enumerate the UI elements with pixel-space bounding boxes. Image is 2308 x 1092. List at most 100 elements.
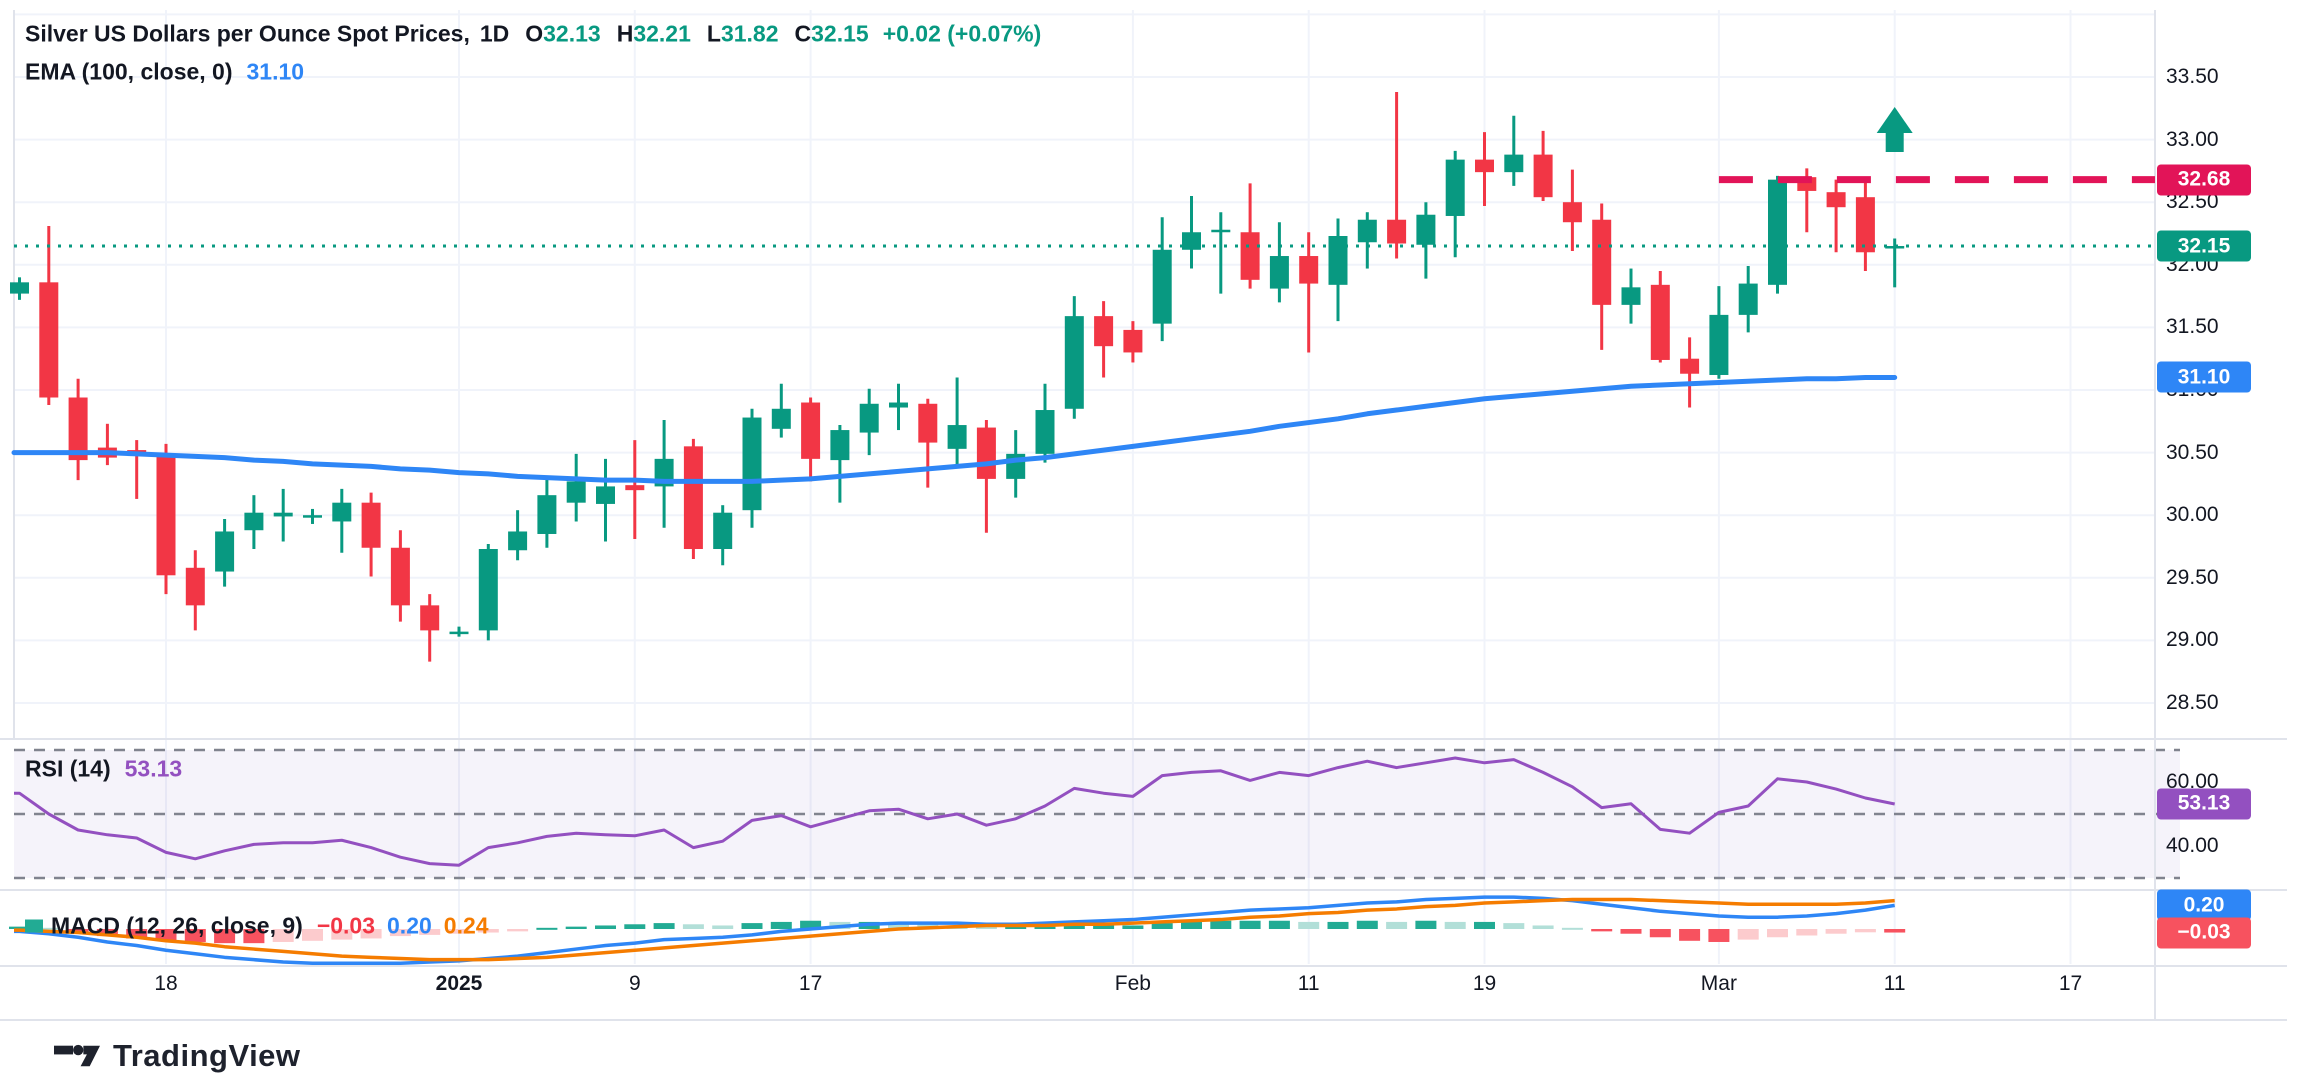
macd-histogram-bar[interactable]	[1649, 929, 1671, 938]
candle[interactable]	[1475, 132, 1494, 206]
macd-histogram-bar[interactable]	[96, 929, 118, 937]
macd-histogram-bar[interactable]	[770, 921, 792, 929]
candle[interactable]	[390, 530, 410, 622]
macd-histogram-bar[interactable]	[419, 929, 441, 935]
candle[interactable]	[771, 383, 791, 438]
macd-histogram-bar[interactable]	[1561, 927, 1583, 930]
macd-histogram-bar[interactable]	[712, 925, 734, 929]
price-axis-tick[interactable]: 32.50	[2166, 190, 2219, 214]
macd-histogram-bar[interactable]	[1474, 921, 1495, 929]
candle[interactable]	[830, 425, 850, 503]
macd-histogram-bar[interactable]	[155, 929, 177, 941]
candle[interactable]	[39, 225, 59, 406]
macd-histogram-bar[interactable]	[1005, 926, 1027, 929]
macd-histogram-bar[interactable]	[1356, 920, 1378, 929]
candle[interactable]	[801, 397, 821, 482]
candle[interactable]	[1680, 337, 1700, 408]
macd-histogram-bar[interactable]	[477, 929, 499, 933]
time-axis-tick[interactable]: Feb	[1114, 972, 1151, 995]
macd-histogram-bar[interactable]	[653, 923, 675, 929]
candle[interactable]	[566, 453, 586, 522]
macd-histogram-bar[interactable]	[1708, 929, 1730, 942]
macd-histogram-bar[interactable]	[1796, 929, 1818, 936]
macd-histogram-bar[interactable]	[1415, 920, 1437, 929]
candle[interactable]	[654, 420, 674, 528]
candle[interactable]	[1006, 430, 1026, 498]
candle[interactable]	[683, 438, 703, 560]
macd-histogram-bar[interactable]	[1386, 921, 1408, 929]
symbol-legend[interactable]: Silver US Dollars per Ounce Spot Prices,…	[25, 21, 1041, 48]
macd-histogram-bar[interactable]	[1679, 929, 1701, 941]
rsi-legend[interactable]: RSI (14) 53.13	[25, 756, 182, 783]
macd-histogram-bar[interactable]	[1093, 925, 1115, 929]
macd-histogram-bar[interactable]	[389, 929, 411, 937]
candle[interactable]	[244, 495, 264, 550]
macd-histogram-bar[interactable]	[1884, 929, 1906, 933]
macd-histogram-bar[interactable]	[565, 926, 587, 929]
price-axis-tick[interactable]: 29.00	[2166, 628, 2219, 652]
candle[interactable]	[1768, 175, 1787, 294]
candle[interactable]	[1123, 321, 1143, 363]
macd-histogram-bar[interactable]	[741, 923, 763, 929]
candle[interactable]	[1885, 238, 1905, 288]
candle[interactable]	[215, 518, 235, 587]
candle[interactable]	[10, 277, 29, 300]
macd-histogram-bar[interactable]	[9, 926, 30, 929]
candle[interactable]	[1504, 115, 1524, 186]
candle[interactable]	[1152, 217, 1172, 342]
candle[interactable]	[127, 440, 147, 499]
candle[interactable]	[156, 443, 176, 595]
macd-histogram-bar[interactable]	[1591, 929, 1613, 932]
candle[interactable]	[1357, 212, 1377, 269]
macd-histogram-bar[interactable]	[1151, 923, 1173, 929]
macd-histogram-bar[interactable]	[1122, 925, 1144, 929]
time-axis-tick[interactable]: 11	[1297, 972, 1320, 995]
time-axis-tick[interactable]: Mar	[1700, 972, 1737, 995]
candle[interactable]	[97, 423, 117, 466]
candle[interactable]	[1562, 169, 1582, 252]
price-axis-tick[interactable]: 29.50	[2166, 565, 2219, 589]
macd-histogram-bar[interactable]	[38, 927, 60, 930]
macd-histogram-bar[interactable]	[1327, 921, 1349, 929]
candle[interactable]	[1533, 130, 1553, 201]
time-axis-tick[interactable]: 9	[628, 972, 641, 995]
candle[interactable]	[1328, 218, 1348, 322]
macd-histogram-bar[interactable]	[243, 929, 265, 944]
candle[interactable]	[1738, 266, 1758, 333]
macd-legend[interactable]: MACD (12, 26, close, 9) −0.03 0.20 0.24	[25, 913, 489, 940]
macd-histogram-bar[interactable]	[1239, 920, 1261, 929]
candle[interactable]	[625, 440, 645, 539]
candle[interactable]	[449, 626, 469, 637]
macd-histogram-bar[interactable]	[1854, 929, 1876, 933]
candle[interactable]	[889, 383, 908, 431]
macd-histogram-bar[interactable]	[1444, 921, 1466, 929]
price-axis-tick[interactable]: 33.50	[2166, 65, 2219, 88]
candle[interactable]	[273, 488, 293, 542]
candle[interactable]	[332, 488, 352, 553]
macd-histogram-bar[interactable]	[214, 929, 236, 944]
macd-histogram-bar[interactable]	[331, 929, 353, 940]
time-axis-tick[interactable]: 17	[2058, 972, 2083, 995]
candle[interactable]	[1621, 268, 1641, 324]
macd-histogram-bar[interactable]	[507, 929, 529, 932]
time-axis-tick[interactable]: 19	[1472, 972, 1497, 995]
price-axis-tick[interactable]: 30.00	[2166, 503, 2219, 527]
candle[interactable]	[303, 508, 322, 524]
candle[interactable]	[1387, 92, 1407, 259]
macd-histogram-bar[interactable]	[595, 925, 616, 929]
price-axis-tick[interactable]: 30.50	[2166, 440, 2219, 464]
macd-histogram-bar[interactable]	[1210, 920, 1232, 929]
candle[interactable]	[185, 550, 205, 631]
macd-signal-line[interactable]	[14, 897, 1895, 962]
macd-histogram-bar[interactable]	[1181, 921, 1202, 929]
candle[interactable]	[1035, 383, 1055, 463]
candle[interactable]	[713, 505, 733, 566]
candle[interactable]	[859, 388, 879, 456]
time-axis-tick[interactable]: 11	[1883, 972, 1906, 995]
candle[interactable]	[1182, 195, 1201, 269]
candle[interactable]	[1064, 296, 1084, 419]
candle[interactable]	[361, 492, 381, 577]
candle[interactable]	[1650, 271, 1670, 363]
macd-histogram-bar[interactable]	[682, 924, 704, 929]
arrow-up-marker-icon[interactable]	[1876, 107, 1913, 152]
